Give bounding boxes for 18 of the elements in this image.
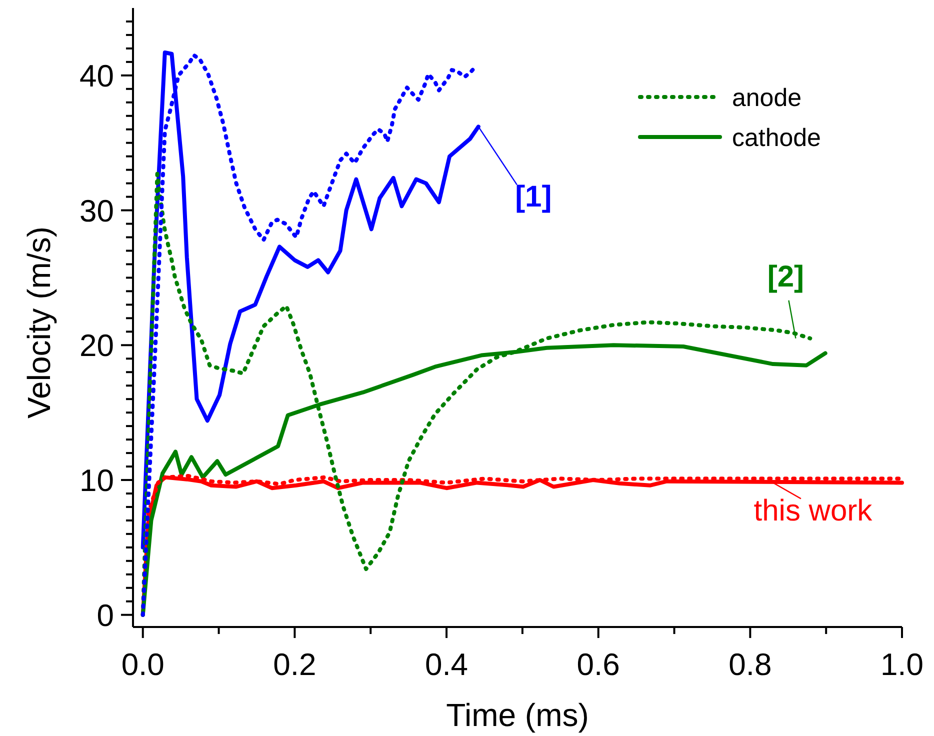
x-tick-label: 0.4	[424, 647, 468, 682]
y-tick-label: 40	[80, 58, 114, 94]
y-tick-label: 30	[80, 193, 114, 228]
annotation: this work	[754, 494, 874, 528]
y-tick-label: 10	[80, 463, 114, 498]
x-tick-label: 0.2	[273, 647, 316, 682]
y-axis-title: Velocity (m/s)	[21, 226, 57, 419]
x-axis-title: Time (ms)	[446, 697, 589, 733]
x-tick-label: 0.6	[576, 647, 620, 682]
legend-label: cathode	[732, 124, 821, 152]
x-tick-label: 0.0	[121, 647, 164, 682]
annotation: [2]	[767, 260, 804, 294]
y-tick-label: 0	[96, 598, 114, 633]
x-tick-label: 0.8	[728, 647, 772, 682]
annotation: [1]	[515, 180, 552, 214]
legend-label: anode	[732, 84, 802, 112]
x-tick-label: 1.0	[880, 647, 924, 682]
y-tick-label: 20	[80, 328, 114, 364]
